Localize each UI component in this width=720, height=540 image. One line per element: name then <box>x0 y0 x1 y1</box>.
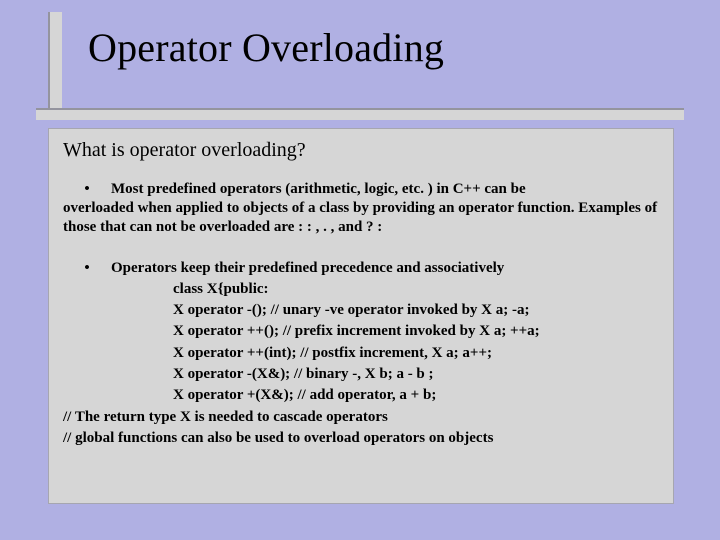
comment-line: // The return type X is needed to cascad… <box>63 407 659 428</box>
bullet-2: •Operators keep their predefined precede… <box>63 258 659 450</box>
decor-horizontal-bar <box>36 108 684 120</box>
code-line: X operator -(); // unary -ve operator in… <box>173 300 659 321</box>
bullet-1-cont: overloaded when applied to objects of a … <box>63 200 657 235</box>
bullet-1: •Most predefined operators (arithmetic, … <box>63 180 659 238</box>
content-panel: What is operator overloading? •Most pred… <box>48 128 674 504</box>
bullet-dot: • <box>63 258 111 279</box>
bullet-2-lead: Operators keep their predefined preceden… <box>111 260 504 276</box>
code-line: X operator -(X&); // binary -, X b; a - … <box>173 364 659 385</box>
decor-vertical-bar <box>48 12 62 112</box>
subheading: What is operator overloading? <box>63 139 659 162</box>
code-line: X operator +(X&); // add operator, a + b… <box>173 385 659 406</box>
comment-line: // global functions can also be used to … <box>63 428 659 449</box>
bullet-dot: • <box>63 180 111 199</box>
slide-title: Operator Overloading <box>88 24 444 71</box>
bullet-1-text: Most predefined operators (arithmetic, l… <box>111 181 526 197</box>
slide: Operator Overloading What is operator ov… <box>0 0 720 540</box>
code-line: X operator ++(); // prefix increment inv… <box>173 321 659 342</box>
code-line: class X{public: <box>173 279 659 300</box>
code-line: X operator ++(int); // postfix increment… <box>173 343 659 364</box>
